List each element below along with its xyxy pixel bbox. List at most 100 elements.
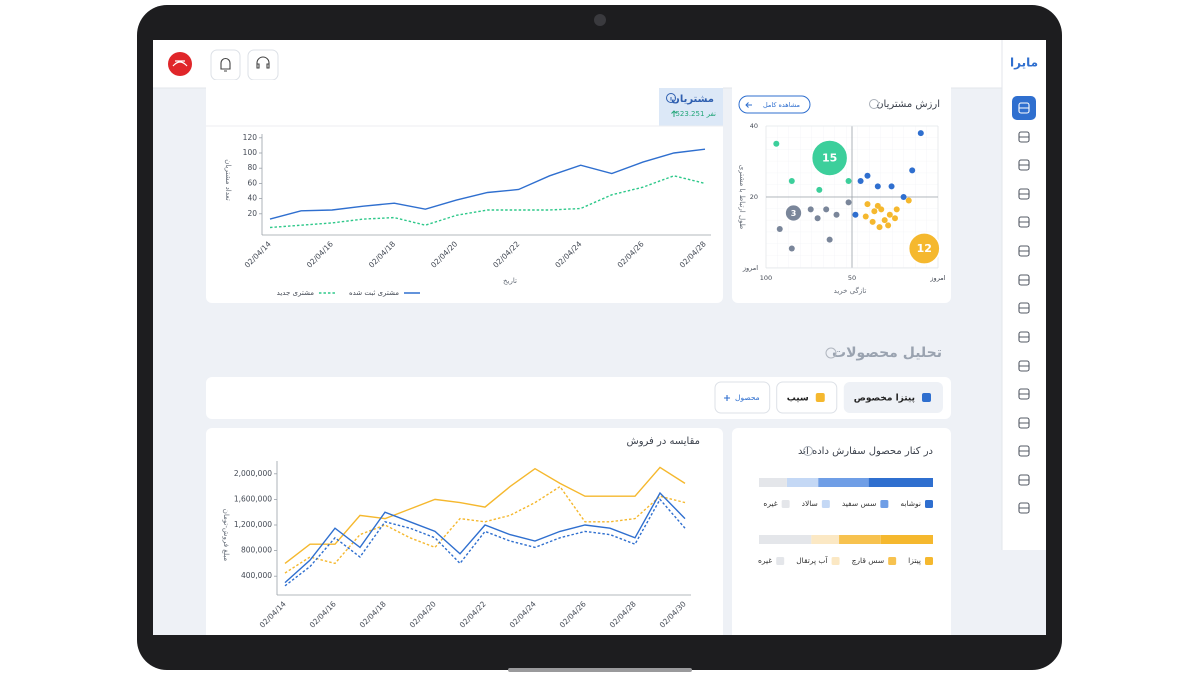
avatar-logo (172, 60, 188, 67)
legend-label: آب پرتقال (796, 555, 828, 565)
tab-count: 523.251 نفر (675, 110, 716, 118)
point (871, 208, 878, 215)
sales-card (206, 428, 723, 635)
point (845, 199, 852, 206)
y-tick-label: 2,000,000 (234, 469, 272, 478)
x-tick-label: 50 (848, 274, 856, 282)
y-tick-label: 20 (750, 193, 758, 201)
x-axis-label: تاریخ (503, 277, 517, 285)
point (893, 206, 900, 213)
legend-label: پیتزا (908, 556, 921, 565)
y-tick-label: 120 (243, 133, 258, 142)
card-title: در کنار محصول سفارش داده اند (798, 446, 933, 457)
point (892, 215, 898, 222)
legend-label: سالاد (802, 499, 818, 508)
bar-segment (839, 535, 881, 544)
point (773, 140, 780, 147)
legend-label: غیره (763, 499, 777, 508)
x-axis-label: تازگی خرید (834, 286, 867, 295)
legend-swatch (925, 557, 933, 565)
bubble-label: 15 (822, 151, 837, 164)
point (876, 224, 883, 231)
chip-label: سیب (787, 394, 809, 404)
point (845, 178, 852, 185)
y-tick-label: 1,600,000 (234, 494, 272, 503)
product-bar (206, 377, 951, 419)
line-series (284, 491, 686, 584)
legend-label: غیره (758, 556, 772, 565)
y-tick-label: 800,000 (241, 546, 272, 555)
info-icon (666, 93, 676, 103)
notification-button[interactable] (210, 49, 241, 81)
point (874, 202, 881, 209)
line-series (284, 498, 686, 587)
point (909, 167, 916, 174)
plus-icon (724, 395, 731, 401)
point (905, 197, 912, 204)
headset-icon (256, 56, 270, 69)
y-tick-label: 100 (243, 148, 258, 157)
bubble (810, 139, 849, 177)
customers-tab[interactable] (659, 88, 723, 126)
point (862, 213, 869, 220)
screen: مایرا مشتریان 523.251 نفر تاریخ تعداد مش… (153, 40, 1046, 635)
legend: مشتری ثبت شده مشتری جدید (277, 289, 420, 297)
point (864, 172, 871, 179)
point (814, 215, 821, 222)
bell-icon (220, 57, 231, 72)
legend-label: مشتری جدید (277, 289, 315, 297)
avatar[interactable] (168, 52, 192, 76)
legend-swatch (880, 500, 889, 508)
y-tick-label: 60 (247, 178, 257, 187)
y-axis-label: طول ارتباط با مشتری (738, 165, 746, 230)
product-chip[interactable] (843, 382, 943, 413)
point (886, 211, 893, 218)
logo: مایرا (1010, 56, 1038, 70)
bubble-label: 3 (791, 209, 797, 218)
card-title: ارزش مشتریان (876, 99, 940, 110)
legend-swatch (888, 557, 897, 565)
line-series (284, 485, 686, 574)
line-series (269, 148, 706, 220)
bubble-label: 12 (917, 242, 932, 255)
legend-label: مشتری ثبت شده (349, 289, 399, 297)
legend-swatch (831, 557, 840, 565)
add-product-button[interactable] (714, 381, 771, 414)
y-tick-label: 1,200,000 (234, 520, 272, 529)
y-axis-label: مبلغ فروش-تومان (222, 509, 230, 562)
point (857, 178, 864, 185)
bar-segment (786, 478, 819, 487)
info-icon (825, 347, 837, 359)
up-arrow (671, 110, 677, 117)
arrow-icon (745, 102, 752, 108)
section-title: تحلیل محصولات (832, 345, 942, 361)
legend-label: سس سفید (842, 499, 877, 508)
point (885, 222, 892, 229)
y-tick-label: 80 (247, 163, 257, 172)
point (852, 211, 859, 218)
camera (594, 14, 606, 26)
info-icon (803, 446, 813, 456)
legend-swatch (781, 500, 790, 508)
view-all-button[interactable] (738, 95, 811, 114)
chip-label: پیتزا مخصوص (854, 394, 915, 404)
product-chip[interactable] (776, 381, 838, 414)
bar-segment (811, 535, 840, 544)
point (864, 201, 871, 208)
legend-label: سس قارچ (852, 556, 885, 565)
bubble (784, 203, 803, 223)
y-tick-label: 20 (247, 209, 257, 218)
legend-swatch (776, 557, 785, 565)
chip-color (815, 393, 825, 402)
support-button[interactable] (247, 49, 279, 81)
tab-title: مشتریان (671, 94, 714, 105)
add-product-label: محصول (735, 393, 760, 402)
bar-segment (880, 535, 933, 544)
point (917, 130, 924, 137)
bubble (907, 232, 941, 265)
point (816, 186, 823, 193)
view-all-label: مشاهده کامل (763, 101, 800, 109)
point (807, 206, 814, 213)
legend-swatch (821, 500, 830, 508)
